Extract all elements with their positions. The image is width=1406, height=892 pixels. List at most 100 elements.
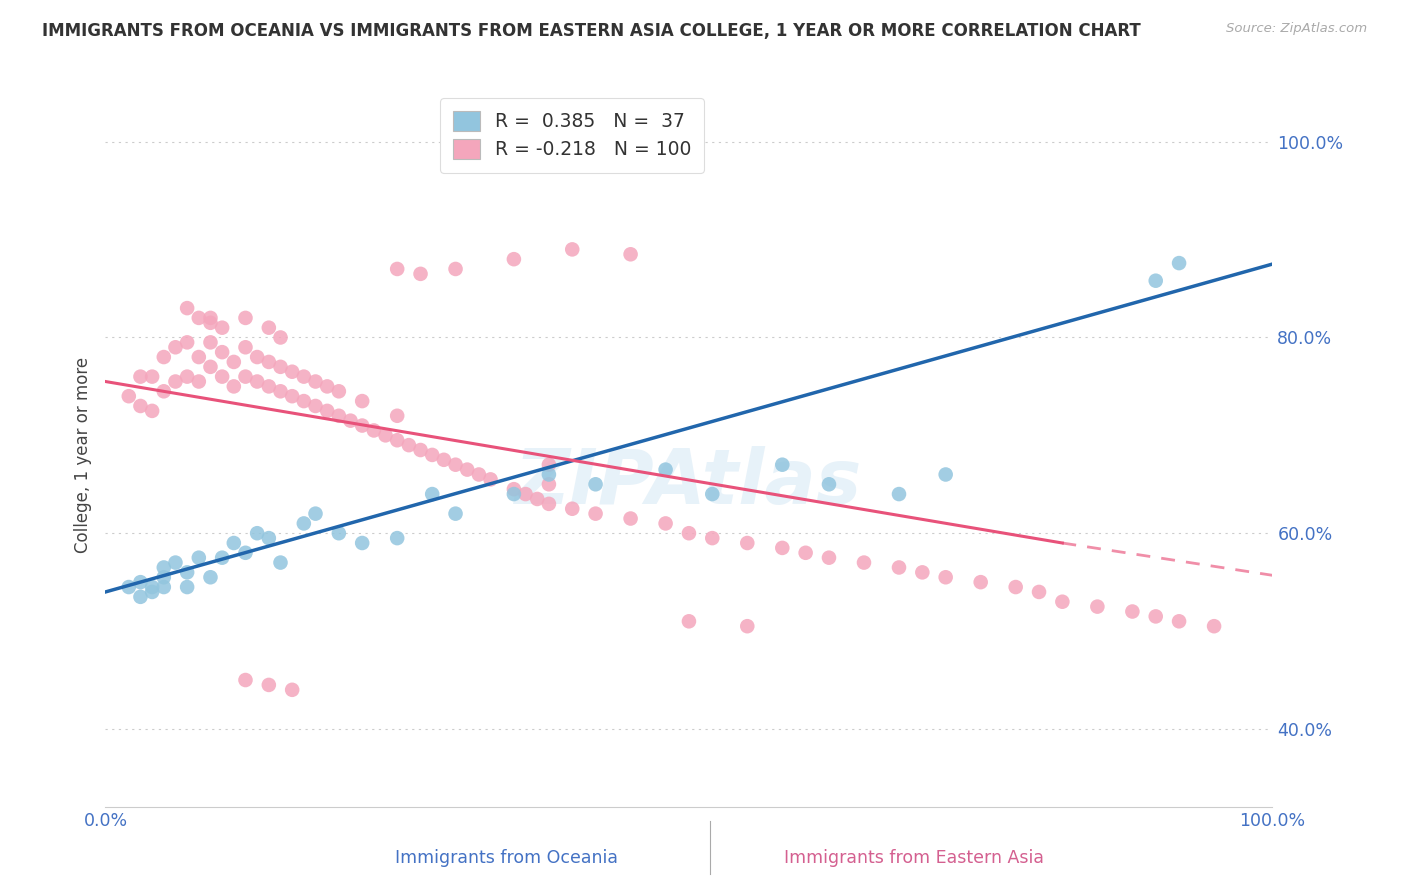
Point	[1087, 599, 1109, 614]
Point	[257, 320, 280, 334]
Point	[222, 536, 245, 550]
Legend: R =  0.385   N =  37, R = -0.218   N = 100: R = 0.385 N = 37, R = -0.218 N = 100	[440, 98, 704, 173]
Point	[794, 546, 817, 560]
Point	[246, 375, 269, 389]
Point	[129, 590, 152, 604]
Point	[153, 580, 174, 594]
Point	[211, 345, 233, 359]
Point	[141, 369, 163, 384]
Point	[235, 369, 257, 384]
Point	[316, 404, 339, 418]
Point	[385, 434, 409, 448]
Point	[409, 443, 432, 458]
Point	[281, 365, 304, 379]
Point	[818, 477, 841, 491]
Point	[374, 428, 396, 442]
Point	[935, 467, 957, 482]
Point	[352, 394, 374, 409]
Point	[200, 570, 222, 584]
Point	[1144, 274, 1167, 288]
Point	[585, 507, 607, 521]
Point	[176, 580, 198, 594]
Point	[141, 404, 163, 418]
Point	[339, 414, 361, 428]
Point	[770, 458, 793, 472]
Point	[503, 482, 526, 496]
Point	[235, 546, 257, 560]
Point	[537, 477, 560, 491]
Point	[211, 550, 233, 565]
Point	[1168, 256, 1191, 270]
Point	[737, 619, 759, 633]
Point	[246, 526, 269, 541]
Point	[257, 678, 280, 692]
Point	[537, 497, 560, 511]
Text: Source: ZipAtlas.com: Source: ZipAtlas.com	[1226, 22, 1367, 36]
Point	[257, 379, 280, 393]
Point	[235, 310, 257, 325]
Point	[270, 330, 292, 344]
Point	[420, 448, 443, 462]
Point	[398, 438, 420, 452]
Point	[385, 409, 409, 423]
Point	[620, 511, 643, 525]
Point	[257, 355, 280, 369]
Point	[211, 320, 233, 334]
Point	[187, 375, 209, 389]
Point	[118, 389, 141, 403]
Point	[456, 462, 478, 476]
Point	[385, 262, 409, 277]
Point	[211, 369, 233, 384]
Point	[165, 375, 187, 389]
Point	[176, 566, 198, 580]
Point	[141, 580, 163, 594]
Point	[911, 566, 934, 580]
Text: Immigrants from Eastern Asia: Immigrants from Eastern Asia	[785, 849, 1043, 867]
Y-axis label: College, 1 year or more: College, 1 year or more	[73, 357, 91, 553]
Point	[363, 424, 385, 438]
Point	[129, 369, 152, 384]
Point	[1202, 619, 1225, 633]
Point	[585, 477, 607, 491]
Point	[702, 487, 724, 501]
Point	[200, 359, 222, 374]
Point	[702, 531, 724, 545]
Point	[654, 516, 676, 531]
Point	[385, 531, 409, 545]
Point	[526, 491, 548, 506]
Point	[468, 467, 491, 482]
Point	[1052, 595, 1074, 609]
Point	[246, 350, 269, 364]
Point	[409, 267, 432, 281]
Point	[935, 570, 957, 584]
Point	[292, 394, 315, 409]
Point	[176, 369, 198, 384]
Point	[678, 615, 700, 629]
Point	[200, 316, 222, 330]
Point	[537, 467, 560, 482]
Point	[165, 340, 187, 354]
Point	[420, 487, 443, 501]
Point	[153, 560, 174, 574]
Text: Immigrants from Oceania: Immigrants from Oceania	[395, 849, 617, 867]
Point	[1144, 609, 1167, 624]
Point	[187, 310, 209, 325]
Point	[328, 384, 350, 399]
Point	[970, 575, 993, 590]
Point	[222, 379, 245, 393]
Point	[141, 585, 163, 599]
Point	[281, 682, 304, 697]
Point	[620, 247, 643, 261]
Point	[153, 350, 174, 364]
Point	[1168, 615, 1191, 629]
Point	[503, 252, 526, 267]
Point	[737, 536, 759, 550]
Point	[561, 501, 583, 516]
Point	[129, 399, 152, 413]
Point	[316, 379, 339, 393]
Point	[561, 243, 583, 257]
Point	[200, 335, 222, 350]
Point	[503, 487, 526, 501]
Point	[187, 550, 209, 565]
Point	[444, 507, 467, 521]
